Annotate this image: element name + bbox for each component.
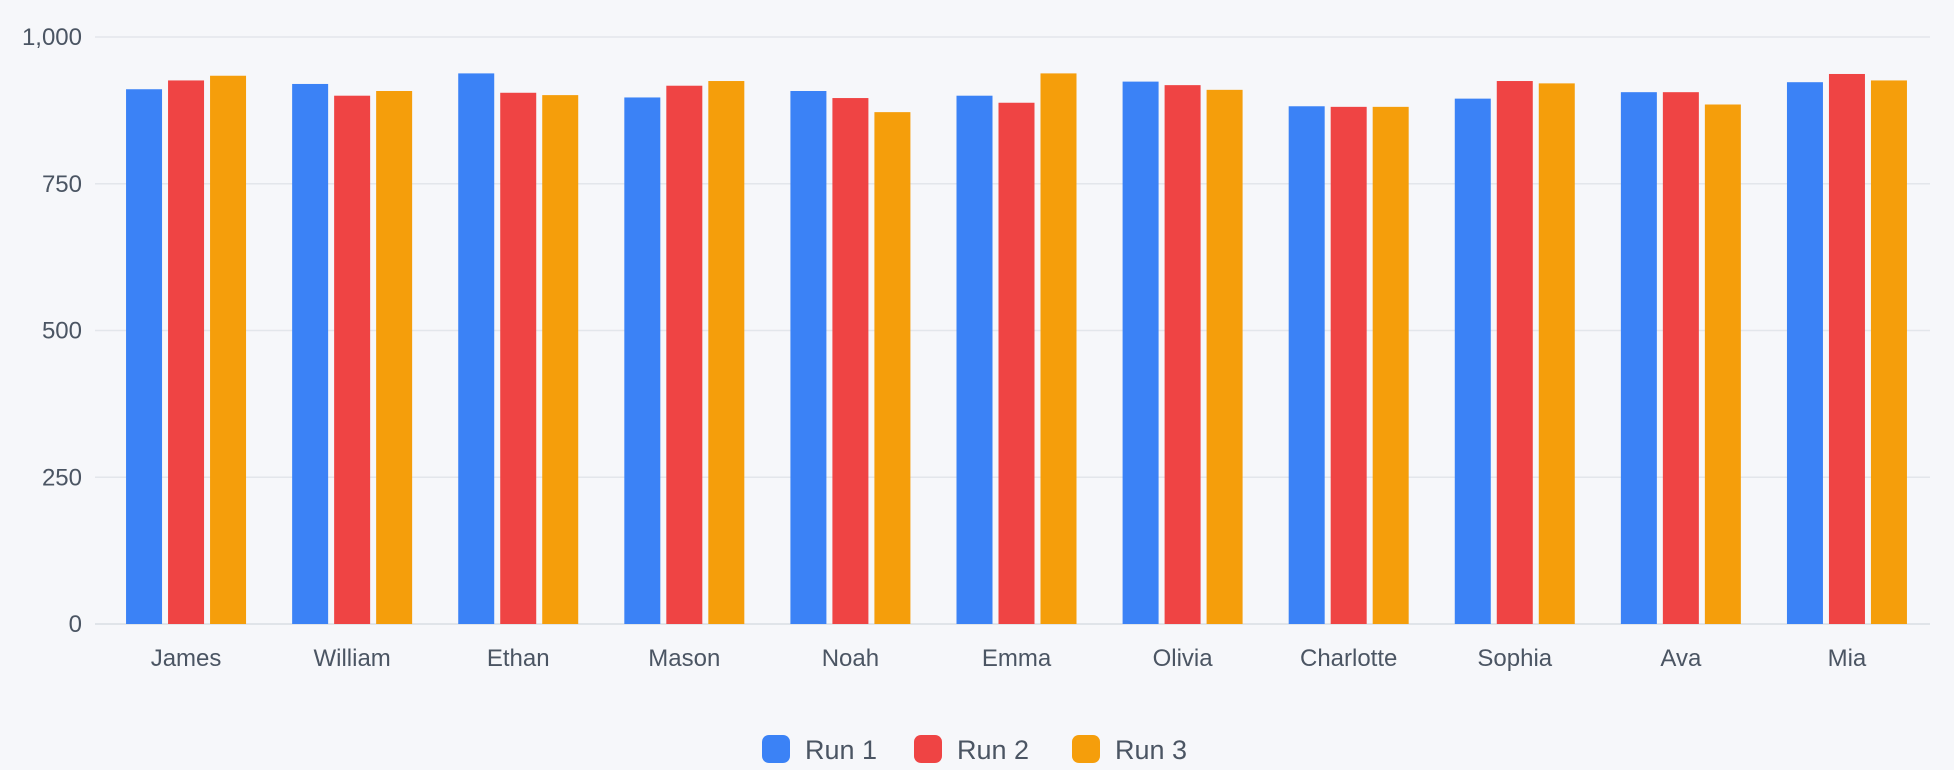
legend-label-run-3: Run 3 — [1115, 735, 1187, 765]
x-tick-label-william: William — [313, 645, 390, 672]
x-tick-label-ava: Ava — [1660, 645, 1702, 672]
bar-william-run-2 — [334, 95, 371, 624]
x-tick-label-noah: Noah — [822, 645, 879, 672]
bar-mia-run-3 — [1870, 80, 1907, 625]
bar-william-run-3 — [376, 91, 413, 624]
x-tick-label-charlotte: Charlotte — [1300, 645, 1397, 672]
y-tick-label: 250 — [42, 464, 82, 491]
y-tick-label: 0 — [69, 611, 82, 638]
bar-olivia-run-3 — [1206, 89, 1243, 624]
bar-charlotte-run-2 — [1330, 106, 1367, 624]
y-axis: 0 250 500 750 1,000 — [22, 24, 82, 638]
bars-layer — [126, 73, 1907, 625]
bar-ethan-run-3 — [542, 95, 579, 625]
bar-mason-run-3 — [708, 81, 745, 624]
bar-charlotte-run-3 — [1372, 106, 1409, 624]
bar-ethan-run-2 — [500, 92, 537, 624]
bar-noah-run-3 — [874, 112, 911, 625]
x-tick-label-mason: Mason — [648, 645, 720, 672]
bar-emma-run-3 — [1040, 73, 1077, 625]
bar-ethan-run-1 — [458, 73, 495, 625]
legend-swatch-run-2 — [914, 735, 942, 763]
bar-mia-run-2 — [1828, 73, 1865, 624]
x-tick-label-ethan: Ethan — [487, 645, 550, 672]
bar-noah-run-1 — [790, 91, 827, 624]
bar-ava-run-3 — [1704, 104, 1741, 624]
bar-james-run-2 — [168, 80, 205, 625]
bar-sophia-run-2 — [1496, 81, 1533, 624]
legend-label-run-2: Run 2 — [957, 735, 1029, 765]
bar-ava-run-2 — [1662, 92, 1699, 625]
bar-olivia-run-1 — [1122, 81, 1159, 624]
bar-noah-run-2 — [832, 98, 869, 625]
bar-emma-run-1 — [956, 95, 993, 624]
legend-swatch-run-1 — [762, 735, 790, 763]
y-tick-label: 500 — [42, 318, 82, 345]
bar-emma-run-2 — [998, 102, 1035, 624]
legend: Run 1 Run 2 Run 3 — [762, 735, 1187, 765]
bar-ava-run-1 — [1620, 92, 1657, 625]
bar-james-run-1 — [126, 89, 163, 625]
bar-mia-run-1 — [1786, 82, 1823, 625]
legend-swatch-run-3 — [1072, 735, 1100, 763]
y-tick-label: 1,000 — [22, 24, 82, 51]
bar-william-run-1 — [292, 83, 329, 624]
x-axis: James William Ethan Mason Noah Emma Olivia Char… — [151, 645, 1867, 672]
bar-charlotte-run-1 — [1288, 106, 1325, 625]
bar-mason-run-1 — [624, 97, 661, 624]
bar-mason-run-2 — [666, 85, 703, 624]
x-tick-label-emma: Emma — [982, 645, 1052, 672]
x-tick-label-mia: Mia — [1828, 645, 1867, 672]
bar-james-run-3 — [210, 75, 247, 624]
x-tick-label-james: James — [151, 645, 222, 672]
legend-label-run-1: Run 1 — [805, 735, 877, 765]
bar-olivia-run-2 — [1164, 85, 1201, 624]
y-tick-label: 750 — [42, 171, 82, 198]
x-tick-label-sophia: Sophia — [1477, 645, 1552, 672]
bar-sophia-run-1 — [1454, 98, 1491, 624]
x-tick-label-olivia: Olivia — [1153, 645, 1214, 672]
bar-sophia-run-3 — [1538, 83, 1575, 625]
